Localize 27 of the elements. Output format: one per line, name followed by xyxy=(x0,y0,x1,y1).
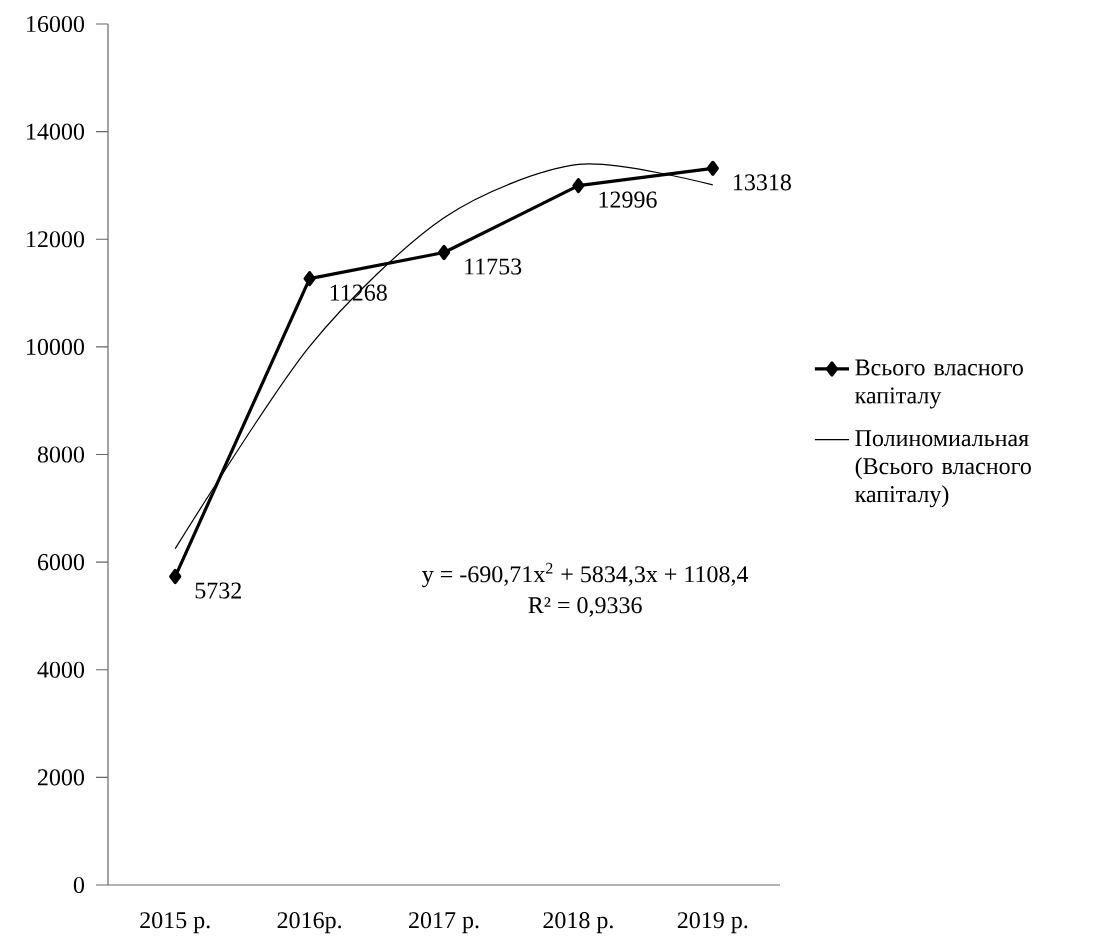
x-tick-label: 2015 р. xyxy=(140,912,210,934)
y-tick-label: 12000 xyxy=(27,231,85,248)
point xyxy=(303,271,316,287)
y-tick-label: 10000 xyxy=(27,338,85,355)
y-tick-label: 16000 xyxy=(27,15,85,33)
y-tick-label: 2000 xyxy=(38,769,85,786)
point xyxy=(437,244,451,261)
data-label: 5732 xyxy=(195,582,241,599)
y-tick-label: 6000 xyxy=(37,554,85,571)
y-tick-label: 4000 xyxy=(37,661,85,678)
legend-label: Всього власного капіталу xyxy=(855,359,1023,409)
x-tick-label: 2016р. xyxy=(277,912,342,934)
point xyxy=(169,568,182,585)
x-tick-label: 2017 р. xyxy=(409,912,479,934)
annotation: y = -690,71x$^{2}$ + 5834,3x + 1108,4 xyxy=(422,562,749,588)
data-label: 11753 xyxy=(465,258,522,275)
point xyxy=(706,160,719,176)
data-label: 13318 xyxy=(733,174,791,191)
data-label: 12996 xyxy=(599,191,657,208)
y-tick-label: 8000 xyxy=(37,446,85,463)
point xyxy=(572,178,585,194)
legend-label: Полиномиальная (Всього власного капіталу) xyxy=(855,430,1031,508)
annotation: R² = 0,9336 xyxy=(528,597,642,617)
y-tick-label: 0 xyxy=(73,876,85,894)
y-tick-label: 14000 xyxy=(27,123,85,140)
x-tick-label: 2018 р. xyxy=(543,912,613,934)
x-tick-label: 2019 р. xyxy=(677,912,748,934)
